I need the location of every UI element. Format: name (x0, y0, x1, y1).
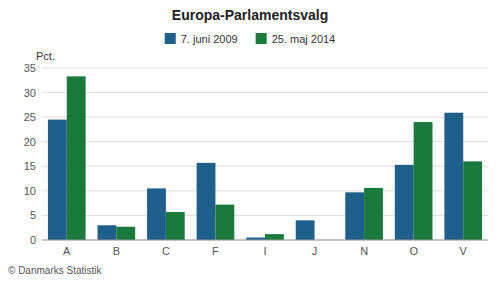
legend-label: 25. maj 2014 (272, 33, 336, 45)
bar (215, 205, 234, 240)
y-tick-label: 30 (24, 87, 36, 99)
legend-item: 7. juni 2009 (165, 33, 238, 45)
x-tick-label: C (162, 245, 170, 257)
bar (116, 227, 135, 240)
chart: Europa-Parlamentsvalg 0 5 10 15 20 25 30 35Pct. A… (0, 0, 500, 282)
x-tick-label: F (212, 245, 219, 257)
x-tick-label: A (63, 245, 71, 257)
bar (147, 188, 166, 240)
bars (48, 76, 482, 240)
y-axis-label: Pct. (36, 50, 55, 62)
x-axis: ABCFIJNOV (42, 240, 488, 257)
grid-line (42, 240, 488, 241)
bar (98, 225, 117, 240)
bar (67, 76, 86, 240)
grid-line (42, 92, 488, 93)
y-tick-label: 15 (24, 160, 36, 172)
bar (444, 113, 463, 240)
bar (48, 120, 67, 240)
y-tick-label: 25 (24, 111, 36, 123)
y-axis: 0 5 10 15 20 25 30 35 (24, 62, 488, 246)
bar (463, 161, 482, 240)
legend-label: 7. juni 2009 (181, 33, 238, 45)
x-tick-label: J (312, 245, 318, 257)
y-tick-label: 5 (30, 209, 36, 221)
x-axis-line (42, 240, 488, 241)
y-tick-label: 35 (24, 62, 36, 74)
bar (197, 163, 216, 240)
bar (345, 192, 364, 240)
title: Europa-Parlamentsvalg (172, 7, 328, 23)
y-tick-label: 0 (30, 234, 36, 246)
x-tick-label: V (460, 245, 468, 257)
grid-line (42, 68, 488, 69)
bar (166, 212, 185, 240)
bar (395, 165, 414, 240)
bar (414, 122, 433, 240)
legend: 7. juni 2009 25. maj 2014 (165, 33, 336, 45)
legend-item: 25. maj 2014 (256, 33, 336, 45)
grid-line (42, 117, 488, 118)
y-tick-label: 10 (24, 185, 36, 197)
bar (296, 220, 315, 240)
x-tick-label: B (113, 245, 120, 257)
bar (265, 234, 284, 240)
bar (364, 188, 383, 240)
y-tick-label: 20 (24, 136, 36, 148)
x-tick-label: I (263, 245, 266, 257)
x-tick-label: O (409, 245, 418, 257)
legend-swatch (256, 33, 267, 44)
x-tick-label: N (360, 245, 368, 257)
footer: © Danmarks Statistik (8, 265, 103, 276)
legend-swatch (165, 33, 176, 44)
